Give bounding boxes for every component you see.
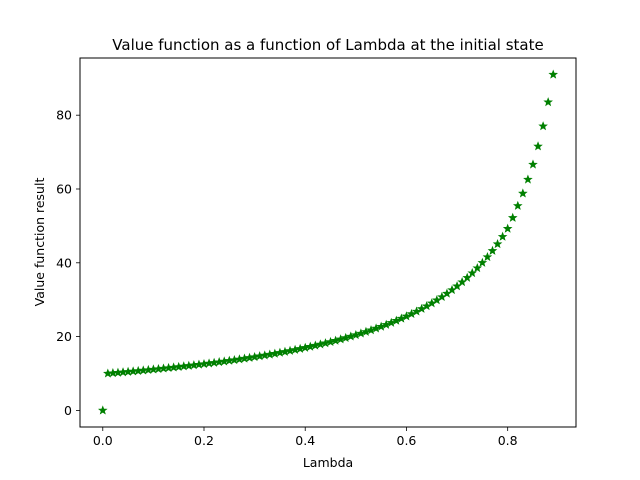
data-point-star <box>487 245 498 255</box>
x-tick-label: 0.8 <box>498 433 518 448</box>
data-point-star <box>507 212 518 222</box>
y-axis-ticks: 0 20 40 60 80 <box>56 108 80 418</box>
data-points <box>97 69 559 415</box>
y-tick-label: 20 <box>56 329 72 344</box>
data-point-star <box>533 141 543 151</box>
data-point-star <box>538 121 548 131</box>
data-point-star <box>548 69 559 79</box>
y-tick-label: 40 <box>56 255 72 270</box>
x-tick-label: 0.6 <box>397 433 417 448</box>
data-point-star <box>543 97 553 107</box>
data-point-star <box>497 231 508 241</box>
plot-area <box>79 57 577 428</box>
y-axis-label: Value function result <box>32 178 47 307</box>
x-tick-label: 0.0 <box>93 433 113 448</box>
x-tick-label: 0.4 <box>295 433 315 448</box>
y-tick-label: 0 <box>64 403 72 418</box>
data-point-star <box>528 159 538 169</box>
data-point-star <box>97 405 108 415</box>
y-tick-label: 60 <box>56 181 72 196</box>
data-point-star <box>467 268 478 278</box>
chart-title: Value function as a function of Lambda a… <box>112 36 543 54</box>
data-point-star <box>477 257 488 267</box>
data-point-star <box>492 239 503 249</box>
data-point-star <box>523 174 533 184</box>
data-point-star <box>502 223 513 233</box>
x-tick-label: 0.2 <box>194 433 214 448</box>
y-tick-label: 80 <box>56 108 72 123</box>
x-axis-ticks: 0.0 0.2 0.4 0.6 0.8 <box>93 427 518 448</box>
data-point-star <box>472 263 483 273</box>
data-point-star <box>482 251 493 262</box>
data-point-star <box>513 200 523 210</box>
data-point-star <box>518 188 528 198</box>
x-axis-label: Lambda <box>303 455 353 470</box>
